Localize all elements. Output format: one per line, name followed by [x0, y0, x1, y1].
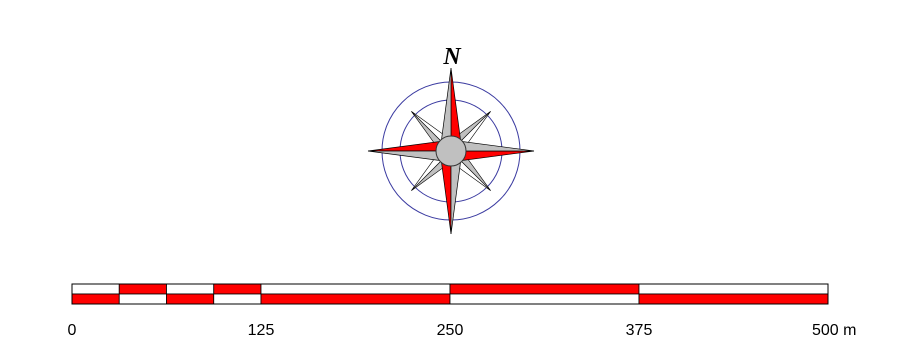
north-label: N [442, 44, 462, 70]
scale-segment-2-bottom [166, 293, 215, 305]
scale-segment-6-top [638, 283, 829, 295]
compass-rose-icon: N [367, 44, 535, 235]
scale-segment-0-top [71, 283, 120, 295]
scale-tick-label: 500 m [812, 322, 856, 339]
scale-segment-1-top [118, 283, 167, 295]
scale-bar-outline [71, 283, 829, 305]
compass-center-hub [435, 135, 467, 167]
scale-tick-label: 125 [248, 322, 275, 339]
scale-segment-5-bottom [449, 293, 640, 305]
scale-segment-4-bottom [260, 293, 451, 305]
scale-bar-labels: 0 125 250 375 500 m [68, 322, 857, 339]
scale-segment-6-bottom [638, 293, 829, 305]
scale-tick-label: 0 [68, 322, 77, 339]
compass-main-points [367, 67, 535, 235]
scale-tick-label: 375 [626, 322, 653, 339]
scale-segment-3-bottom [213, 293, 262, 305]
scale-bar [71, 283, 829, 305]
scale-segment-2-top [166, 283, 215, 295]
scale-segment-1-bottom [118, 293, 167, 305]
scale-segment-0-bottom [71, 293, 120, 305]
scale-segment-3-top [213, 283, 262, 295]
scale-segment-5-top [449, 283, 640, 295]
scale-tick-label: 250 [437, 322, 464, 339]
scale-segment-4-top [260, 283, 451, 295]
